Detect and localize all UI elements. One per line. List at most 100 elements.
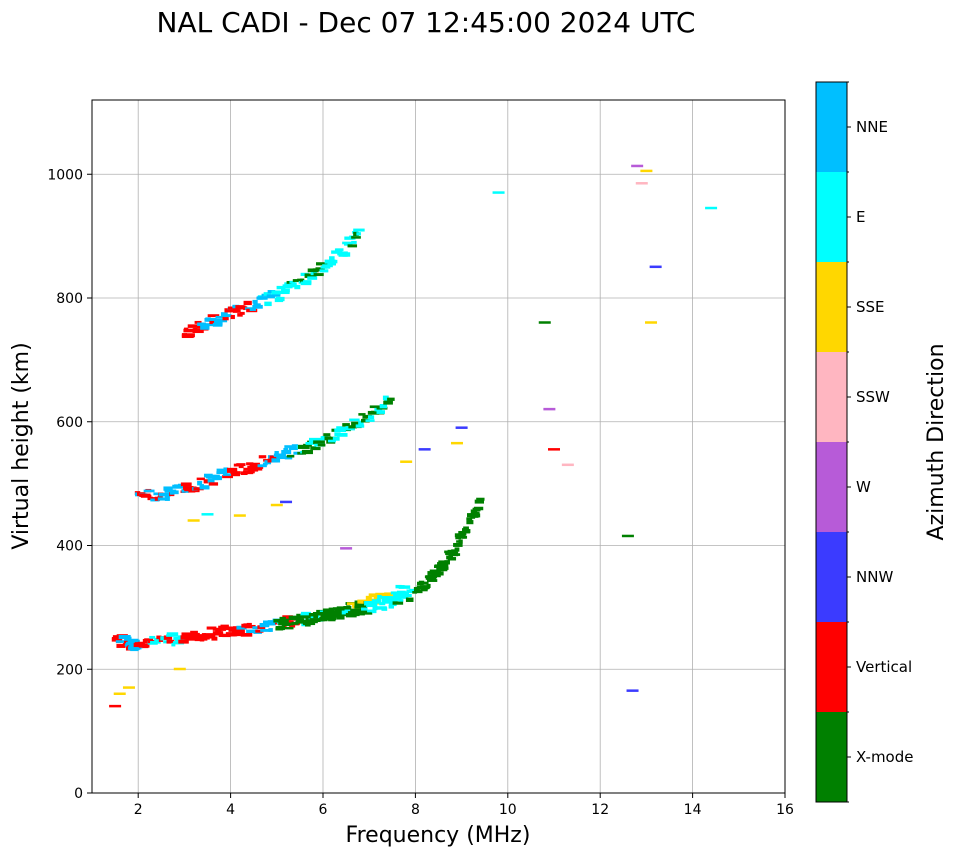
echo-mark bbox=[203, 633, 216, 638]
echo-mark bbox=[379, 404, 388, 409]
x-tick-label: 6 bbox=[319, 802, 328, 818]
x-tick-label: 8 bbox=[411, 802, 420, 818]
plot-frame bbox=[91, 99, 786, 794]
echo-mark bbox=[257, 464, 267, 468]
echo-mark bbox=[381, 595, 393, 601]
echo-mark bbox=[329, 256, 335, 261]
echo-mark bbox=[140, 494, 152, 498]
echo-mark bbox=[248, 469, 255, 474]
colorbar-segment bbox=[816, 172, 847, 262]
y-tick-label: 800 bbox=[56, 291, 83, 307]
echo-mark bbox=[307, 276, 318, 280]
echo-mark bbox=[252, 304, 263, 309]
echo-mark bbox=[339, 608, 349, 612]
echo-mark bbox=[381, 607, 388, 611]
echo-mark bbox=[349, 418, 360, 422]
echo-mark bbox=[115, 640, 125, 643]
echo-mark bbox=[464, 529, 471, 534]
echo-mark bbox=[230, 470, 238, 475]
echo-mark bbox=[291, 621, 299, 625]
echo-mark bbox=[275, 626, 285, 631]
echo-mark bbox=[387, 397, 395, 401]
echo-mark bbox=[447, 557, 457, 561]
echo-mark bbox=[548, 448, 560, 451]
echo-mark bbox=[353, 228, 365, 232]
echo-mark bbox=[188, 634, 198, 638]
data-marks bbox=[109, 164, 718, 708]
colorbar-segment bbox=[816, 712, 847, 802]
echo-mark bbox=[279, 290, 290, 295]
echo-mark bbox=[249, 462, 260, 467]
echo-mark bbox=[354, 600, 359, 605]
echo-mark bbox=[348, 612, 360, 617]
echo-mark bbox=[215, 321, 223, 326]
echo-mark bbox=[366, 602, 378, 608]
echo-mark bbox=[258, 466, 264, 469]
echo-mark bbox=[276, 456, 289, 460]
echo-mark bbox=[284, 455, 293, 460]
echo-mark bbox=[360, 610, 373, 615]
echo-mark bbox=[420, 586, 428, 592]
echo-mark bbox=[308, 437, 321, 443]
colorbar-title: Azimuth Direction bbox=[924, 343, 949, 540]
echo-mark bbox=[273, 618, 282, 623]
echo-mark bbox=[423, 581, 429, 585]
echo-mark bbox=[396, 590, 406, 594]
echo-mark bbox=[649, 265, 662, 269]
echo-mark bbox=[392, 601, 404, 605]
echo-mark bbox=[206, 626, 217, 630]
echo-mark bbox=[354, 611, 360, 615]
echo-mark bbox=[418, 580, 425, 584]
echo-mark bbox=[234, 471, 241, 475]
echo-mark bbox=[461, 535, 468, 539]
echo-mark bbox=[215, 315, 227, 319]
echo-mark bbox=[271, 458, 281, 463]
echo-mark bbox=[170, 490, 179, 495]
echo-mark bbox=[216, 471, 225, 475]
echo-mark bbox=[297, 444, 310, 449]
echo-mark bbox=[187, 324, 199, 328]
echo-mark bbox=[368, 415, 375, 420]
echo-mark bbox=[320, 617, 328, 622]
echo-mark bbox=[233, 309, 241, 313]
echo-mark bbox=[358, 413, 366, 416]
echo-mark bbox=[375, 592, 386, 596]
echo-mark bbox=[276, 296, 285, 302]
echo-mark bbox=[235, 305, 245, 310]
echo-mark bbox=[200, 325, 210, 330]
echo-mark bbox=[112, 635, 120, 639]
echo-mark bbox=[173, 667, 186, 671]
echo-mark bbox=[109, 704, 122, 708]
echo-mark bbox=[282, 615, 293, 620]
echo-mark bbox=[367, 609, 373, 613]
echo-mark bbox=[371, 609, 377, 614]
echo-mark bbox=[361, 607, 368, 612]
echo-mark bbox=[334, 609, 343, 613]
echo-mark bbox=[194, 320, 202, 324]
echo-mark bbox=[472, 513, 479, 518]
echo-mark bbox=[384, 592, 393, 596]
echo-mark bbox=[153, 492, 159, 496]
echo-mark bbox=[246, 622, 252, 626]
echo-mark bbox=[327, 436, 339, 440]
echo-mark bbox=[197, 480, 203, 486]
echo-mark bbox=[453, 542, 463, 547]
echo-mark bbox=[282, 626, 294, 630]
y-tick-label: 0 bbox=[74, 786, 83, 802]
echo-mark bbox=[216, 318, 228, 323]
x-tick-label: 2 bbox=[134, 802, 143, 818]
echo-mark bbox=[317, 443, 326, 447]
echo-mark bbox=[316, 262, 328, 266]
echo-mark bbox=[337, 251, 347, 256]
echo-mark bbox=[335, 248, 344, 251]
y-tick-label: 200 bbox=[56, 662, 83, 678]
echo-mark bbox=[223, 467, 229, 472]
echo-mark bbox=[350, 608, 362, 613]
x-tick-label: 14 bbox=[684, 802, 702, 818]
echo-mark bbox=[163, 640, 169, 644]
echo-mark bbox=[181, 632, 193, 637]
echo-mark bbox=[290, 284, 295, 288]
echo-mark bbox=[409, 588, 417, 593]
echo-mark bbox=[244, 624, 256, 629]
echo-mark bbox=[431, 573, 441, 578]
